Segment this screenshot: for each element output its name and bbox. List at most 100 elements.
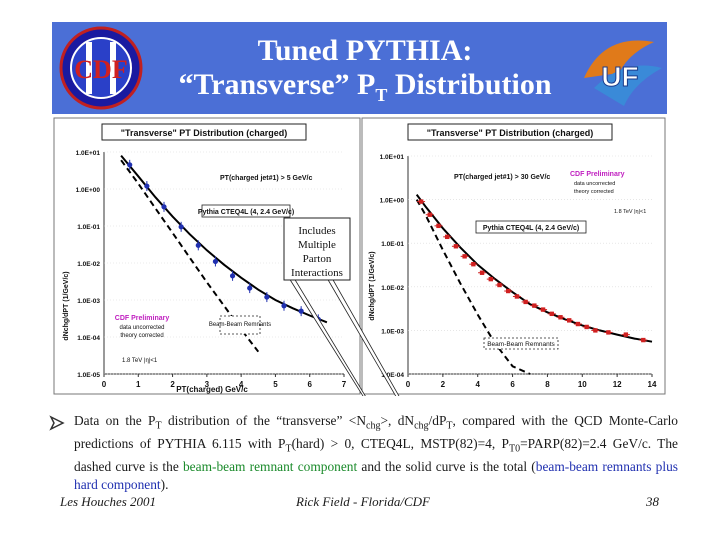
right-chart: "Transverse" PT Distribution (charged) d… (361, 117, 666, 395)
caption-blue-text: beam-beam remnants plus hard component (74, 459, 678, 492)
title-banner (52, 22, 667, 114)
uf-logo-text: UF (601, 61, 638, 92)
data-point (195, 242, 201, 248)
x-tick-label: 10 (578, 380, 587, 389)
data-point (606, 330, 611, 335)
x-tick-label: 6 (510, 380, 515, 389)
data-point (558, 315, 563, 320)
footer-page-number: 38 (646, 494, 659, 509)
y-tick-label: 1.0E+00 (380, 198, 405, 205)
left-ann-theory-corrected: theory corrected (120, 333, 163, 339)
bullet-arrow-icon (49, 415, 65, 431)
data-point (593, 328, 598, 333)
mpi-callout: Includes Multiple Parton Interactions (283, 217, 400, 396)
cdf-logo: CDF (59, 26, 143, 110)
right-ann-pythia: Pythia CTEQ4L (4, 2.4 GeV/c) (483, 225, 579, 232)
right-ann-beam-beam: Beam-Beam Remnants (487, 341, 555, 348)
x-tick-label: 8 (545, 380, 550, 389)
callout-box (283, 217, 351, 281)
data-point (488, 276, 493, 282)
left-ann-data-uncorrected: data uncorrected (119, 325, 164, 331)
data-point (127, 162, 133, 168)
x-tick-label: 7 (342, 380, 347, 389)
right-ann-energy: 1.8 TeV |η|<1 (614, 209, 646, 215)
left-ann-pythia: Pythia CTEQ4L (4, 2.4 GeV/c) (198, 209, 294, 216)
y-tick-label: 1.0E-05 (77, 372, 100, 379)
data-point (532, 303, 537, 308)
slide-title: Tuned PYTHIA: “Transverse” PT Distributi… (150, 34, 580, 112)
y-tick-label: 1.0E+00 (76, 187, 101, 194)
left-chart: "Transverse" PT Distribution (charged) d… (53, 117, 361, 395)
right-pythia-box (475, 220, 587, 234)
data-point (623, 332, 629, 337)
data-point (281, 303, 287, 309)
x-tick-label: 5 (273, 380, 278, 389)
footer-center: Rick Field - Florida/CDF (296, 494, 430, 509)
data-point (144, 183, 150, 189)
right-y-axis-label: dNchg/dPT (1/GeV/c) (369, 251, 376, 320)
data-point (462, 254, 467, 259)
x-tick-label: 1 (136, 380, 141, 389)
y-tick-label: 1.0E-04 (77, 335, 100, 342)
right-beam-beam-curve (415, 199, 531, 375)
y-tick-label: 1.0E-01 (381, 241, 404, 248)
x-tick-label: 14 (648, 380, 657, 389)
x-tick-label: 3 (205, 380, 210, 389)
left-ann-beam-beam: Beam-Beam Remnants (209, 322, 271, 328)
data-point (549, 311, 554, 317)
data-point (471, 261, 476, 267)
y-tick-label: 1.0E-03 (77, 298, 100, 305)
caption-text: Data on the PT distribution of the “tran… (74, 413, 678, 492)
y-tick-label: 1.0E+01 (380, 154, 405, 161)
left-ann-jet-cut: PT(charged jet#1) > 5 GeV/c (220, 175, 313, 182)
data-point (584, 324, 589, 330)
data-point (497, 282, 502, 288)
data-point (212, 258, 219, 265)
data-point (229, 273, 236, 279)
left-ann-energy: 1.8 TeV |η|<1 (122, 358, 158, 364)
right-bbr-box (483, 337, 559, 350)
right-title-box (407, 123, 613, 141)
data-point (445, 234, 450, 240)
footer-left: Les Houches 2001 (60, 494, 157, 509)
y-tick-label: 1.0E-03 (381, 328, 404, 335)
data-point (514, 294, 520, 299)
title-line-1: Tuned PYTHIA: (257, 34, 473, 67)
data-point (247, 285, 253, 291)
data-point (506, 288, 511, 294)
y-tick-label: 1.0E-04 (381, 372, 404, 379)
uf-logo: UF (584, 40, 662, 106)
x-tick-label: 2 (441, 380, 446, 389)
data-point (418, 199, 424, 204)
left-chart-title: "Transverse" PT Distribution (charged) (121, 128, 288, 138)
x-tick-label: 4 (239, 380, 244, 389)
data-point (567, 318, 572, 323)
cdf-logo-text: CDF (74, 55, 127, 84)
left-ann-cdf-prelim: CDF Preliminary (115, 315, 170, 322)
x-tick-label: 0 (102, 380, 107, 389)
y-tick-label: 1.0E-01 (77, 224, 100, 231)
data-point (298, 308, 304, 314)
data-point (161, 204, 167, 210)
y-tick-label: 1.0E+01 (76, 150, 101, 157)
x-tick-label: 2 (170, 380, 175, 389)
data-point (523, 299, 528, 305)
left-x-axis-label: PT(charged) GeV/c (176, 385, 248, 394)
title-line-2: “Transverse” PT Distribution (178, 68, 552, 105)
x-tick-label: 4 (475, 380, 480, 389)
data-point (178, 224, 184, 230)
data-point (479, 270, 485, 275)
data-point (264, 294, 270, 300)
left-pythia-box (201, 204, 291, 218)
right-ann-jet-cut: PT(charged jet#1) > 30 GeV/c (454, 174, 550, 181)
data-point (453, 244, 459, 249)
data-point (575, 321, 581, 327)
left-total-curve (120, 154, 328, 324)
data-point (540, 307, 546, 312)
right-chart-frame (361, 117, 666, 395)
x-tick-label: 6 (307, 380, 312, 389)
data-point (436, 223, 441, 229)
caption-green-text: beam-beam remnant component (182, 459, 358, 475)
y-tick-label: 1.0E-02 (77, 261, 100, 268)
x-tick-label: 0 (406, 380, 411, 389)
